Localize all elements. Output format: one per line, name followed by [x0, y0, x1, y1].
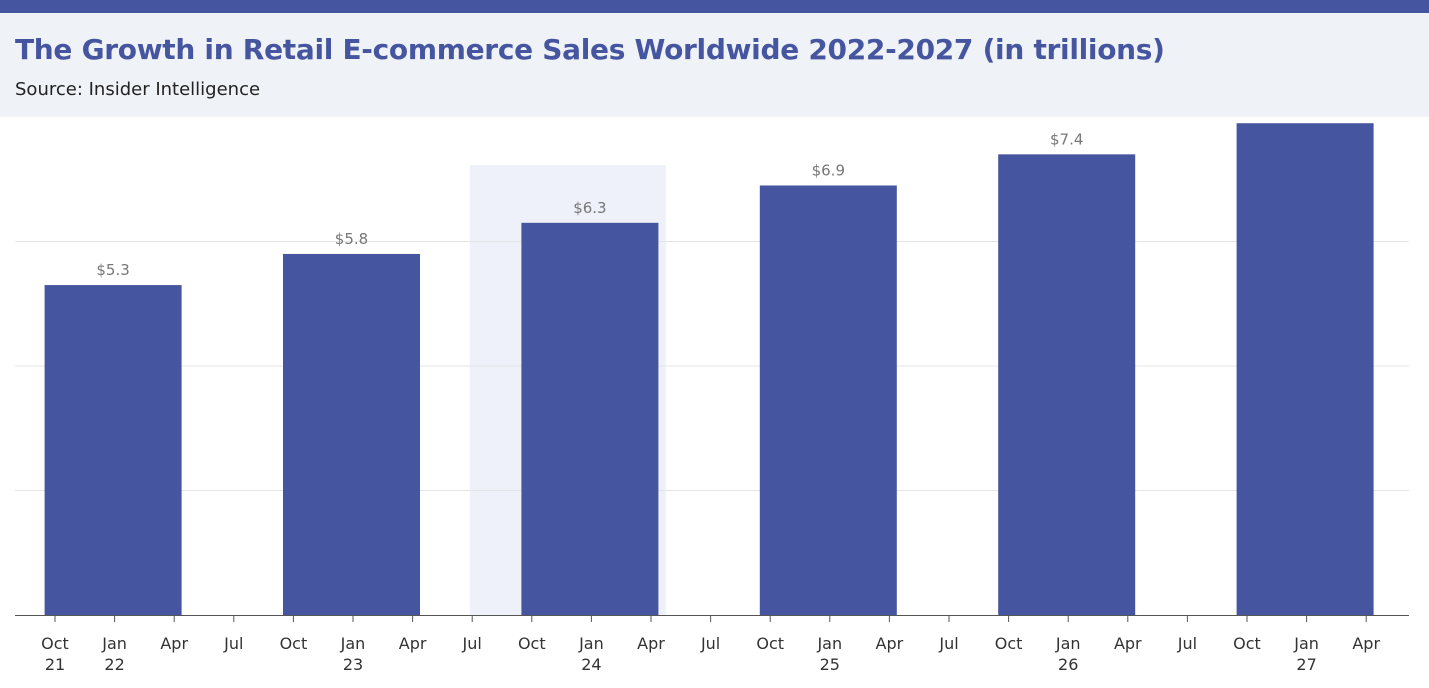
x-tick-label-month: Oct — [518, 634, 546, 653]
x-tick-label-month: Jan — [816, 634, 842, 653]
x-tick-label-month: Oct — [41, 634, 69, 653]
x-tick-label-month: Apr — [399, 634, 427, 653]
x-tick-label-year: 24 — [581, 655, 601, 674]
x-tick-label-month: Jul — [223, 634, 243, 653]
x-tick-label-year: 25 — [820, 655, 840, 674]
x-tick-label-month: Oct — [280, 634, 308, 653]
x-tick-label-month: Jul — [462, 634, 482, 653]
x-tick-label-year: 26 — [1058, 655, 1078, 674]
x-tick-label-month: Apr — [160, 634, 188, 653]
chart-header: The Growth in Retail E-commerce Sales Wo… — [0, 13, 1429, 117]
x-tick-label-year: 27 — [1296, 655, 1316, 674]
chart-title: The Growth in Retail E-commerce Sales Wo… — [15, 33, 1165, 66]
bar-value-label: $7.4 — [1050, 130, 1083, 148]
x-tick-label-month: Apr — [1114, 634, 1142, 653]
top-accent-stripe — [0, 0, 1429, 13]
bar-value-label: $6.3 — [573, 199, 606, 217]
x-tick-label-year: 22 — [104, 655, 124, 674]
x-tick-label-month: Apr — [1352, 634, 1380, 653]
x-tick-label-month: Apr — [876, 634, 904, 653]
x-tick-label-month: Jan — [1293, 634, 1319, 653]
gridlines — [15, 241, 1409, 491]
bar — [1236, 123, 1374, 615]
bar-chart: $5.3$5.8$6.3$6.9$7.4$7.9 Oct21Jan22AprJu… — [15, 117, 1409, 674]
chart-source: Source: Insider Intelligence — [15, 79, 261, 100]
x-tick-label-month: Jul — [700, 634, 720, 653]
x-tick-label-month: Apr — [637, 634, 665, 653]
x-tick-label-year: 21 — [45, 655, 65, 674]
bar-value-label: $5.3 — [96, 261, 129, 279]
x-axis: Oct 21 Jan 22 Apr Jul Oct Jan 23 Apr Jul Oct Jan 24 Ap… — [15, 615, 1409, 674]
x-tick-label-month: Jul — [1177, 634, 1197, 653]
x-tick-label-year: 23 — [343, 655, 363, 674]
data-labels: $5.3$5.8$6.3$6.9$7.4$7.9 — [96, 117, 1321, 279]
bars — [44, 123, 1374, 615]
bar — [759, 185, 897, 615]
x-tick-label-month: Oct — [1233, 634, 1261, 653]
x-tick-label-month: Jul — [938, 634, 958, 653]
bar — [44, 285, 182, 615]
bar — [521, 222, 659, 615]
bar-value-label: $6.9 — [812, 161, 845, 179]
x-tick-label-month: Jan — [101, 634, 127, 653]
bar-value-label: $5.8 — [335, 230, 368, 248]
bar — [998, 154, 1136, 615]
x-tick-label-month: Jan — [578, 634, 604, 653]
x-tick-label-month: Jan — [1055, 634, 1081, 653]
x-tick-label-month: Jan — [340, 634, 366, 653]
x-tick-label-month: Oct — [995, 634, 1023, 653]
x-tick-label-month: Oct — [756, 634, 784, 653]
bar — [283, 253, 420, 615]
